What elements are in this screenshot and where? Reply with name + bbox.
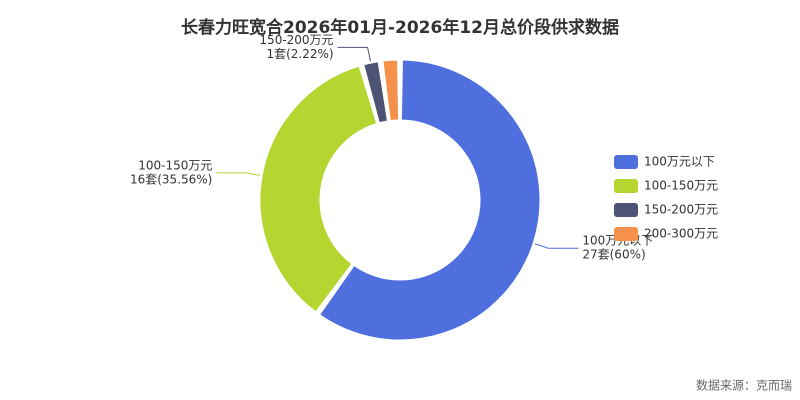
donut-slice bbox=[259, 65, 378, 313]
label-line bbox=[534, 243, 579, 249]
donut-slice bbox=[363, 61, 388, 124]
slice-value-label: 1套(2.22%) bbox=[266, 47, 333, 61]
legend-swatch bbox=[614, 227, 638, 241]
legend-swatch bbox=[614, 179, 638, 193]
legend-label: 100万元以下 bbox=[644, 155, 715, 169]
donut-slice bbox=[319, 59, 541, 341]
legend-label: 200-300万元 bbox=[644, 227, 718, 241]
label-line bbox=[216, 172, 261, 176]
slice-value-label: 27套(60%) bbox=[582, 248, 645, 262]
slice-label: 100-150万元 bbox=[138, 158, 212, 172]
slice-value-label: 16套(35.56%) bbox=[130, 172, 212, 186]
legend-swatch bbox=[614, 203, 638, 217]
chart-title: 长春力旺宽合2026年01月-2026年12月总价段供求数据 bbox=[181, 17, 619, 38]
label-line bbox=[337, 46, 371, 62]
legend-swatch bbox=[614, 155, 638, 169]
legend-label: 100-150万元 bbox=[644, 179, 718, 193]
legend-label: 150-200万元 bbox=[644, 203, 718, 217]
source-note: 数据来源：克而瑞 bbox=[696, 378, 792, 393]
slice-label: 150-200万元 bbox=[259, 33, 333, 47]
donut-slice bbox=[382, 59, 400, 122]
